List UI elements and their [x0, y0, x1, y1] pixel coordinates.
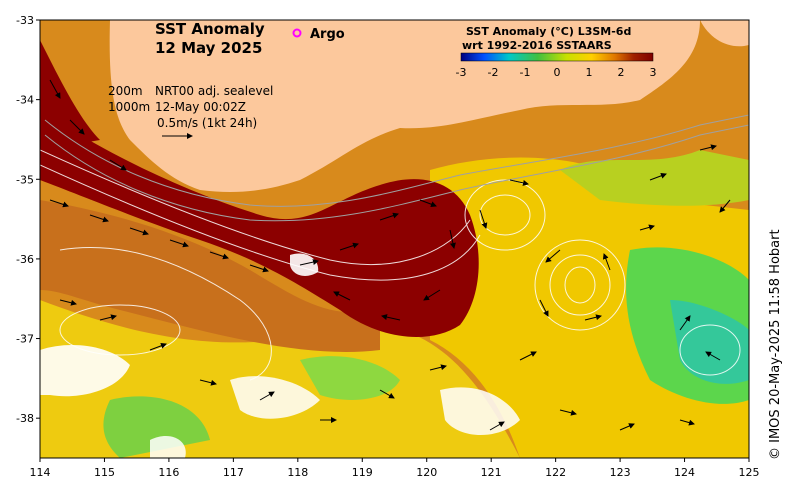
current-vectors — [49, 79, 731, 431]
x-tick-label: 118 — [287, 466, 308, 479]
plot-frame — [39, 19, 750, 459]
x-tick-label: 123 — [610, 466, 631, 479]
colorbar-tick-label: -2 — [488, 66, 499, 79]
product-label: NRT00 adj. sealevel — [155, 84, 273, 98]
argo-marker-icon — [292, 28, 302, 38]
colorbar-tick-label: 2 — [618, 66, 625, 79]
colorbar-title: SST Anomaly (°C) L3SM-6d — [466, 25, 631, 38]
x-axis: 114 115 116 117 118 119 120 121 122 123 124 125 — [30, 458, 760, 479]
x-tick-label: 114 — [30, 466, 51, 479]
cloud-gap-bottom — [150, 436, 186, 458]
colorbar-tick-label: 0 — [554, 66, 561, 79]
colorbar-tick-label: 3 — [650, 66, 657, 79]
map-title: SST Anomaly — [155, 20, 265, 38]
y-tick-label: -34 — [16, 94, 34, 107]
time-label: 12-May 00:02Z — [155, 100, 246, 114]
y-tick-label: -36 — [16, 253, 34, 266]
x-tick-label: 125 — [739, 466, 760, 479]
green-patch-south — [300, 356, 400, 400]
green-patch-southwest — [103, 396, 210, 458]
x-tick-label: 120 — [416, 466, 437, 479]
colorbar — [460, 52, 654, 62]
map-date: 12 May 2025 — [155, 39, 262, 57]
x-tick-label: 122 — [545, 466, 566, 479]
x-tick-label: 124 — [674, 466, 695, 479]
y-tick-label: -37 — [16, 333, 34, 346]
x-tick-label: 117 — [223, 466, 244, 479]
y-tick-label: -33 — [16, 14, 34, 27]
x-tick-label: 116 — [158, 466, 179, 479]
credit-text: © IMOS 20-May-2025 11:58 Hobart — [768, 229, 783, 460]
colorbar-tick-label: -1 — [520, 66, 531, 79]
western-orange-band — [40, 200, 380, 352]
argo-label: Argo — [310, 27, 345, 42]
y-tick-label: -35 — [16, 173, 34, 186]
colorbar-subtitle: wrt 1992-2016 SSTAARS — [462, 39, 612, 52]
x-tick-label: 121 — [481, 466, 502, 479]
colorbar-ticks: -3 -2 -1 0 1 2 3 — [456, 66, 657, 79]
cloud-gap-south — [230, 376, 320, 419]
sst-field — [40, 20, 749, 458]
land-mass-east — [700, 20, 749, 47]
sea-level-contours — [40, 149, 741, 381]
leeuwin-current-core — [40, 40, 100, 150]
y-tick-label: -38 — [16, 412, 34, 425]
depth-label-200m: 200m — [108, 84, 143, 98]
x-tick-label: 119 — [352, 466, 373, 479]
x-tick-label: 115 — [94, 466, 115, 479]
colorbar-tick-label: -3 — [456, 66, 467, 79]
depth-label-1000m: 1000m — [108, 100, 150, 114]
colorbar-tick-label: 1 — [586, 66, 593, 79]
land-mass — [109, 20, 700, 192]
cloud-gap-west — [40, 345, 130, 397]
bathymetry-contours — [44, 114, 749, 222]
scale-label: 0.5m/s (1kt 24h) — [157, 116, 257, 130]
y-axis: -33 -34 -35 -36 -37 -38 — [16, 14, 40, 425]
